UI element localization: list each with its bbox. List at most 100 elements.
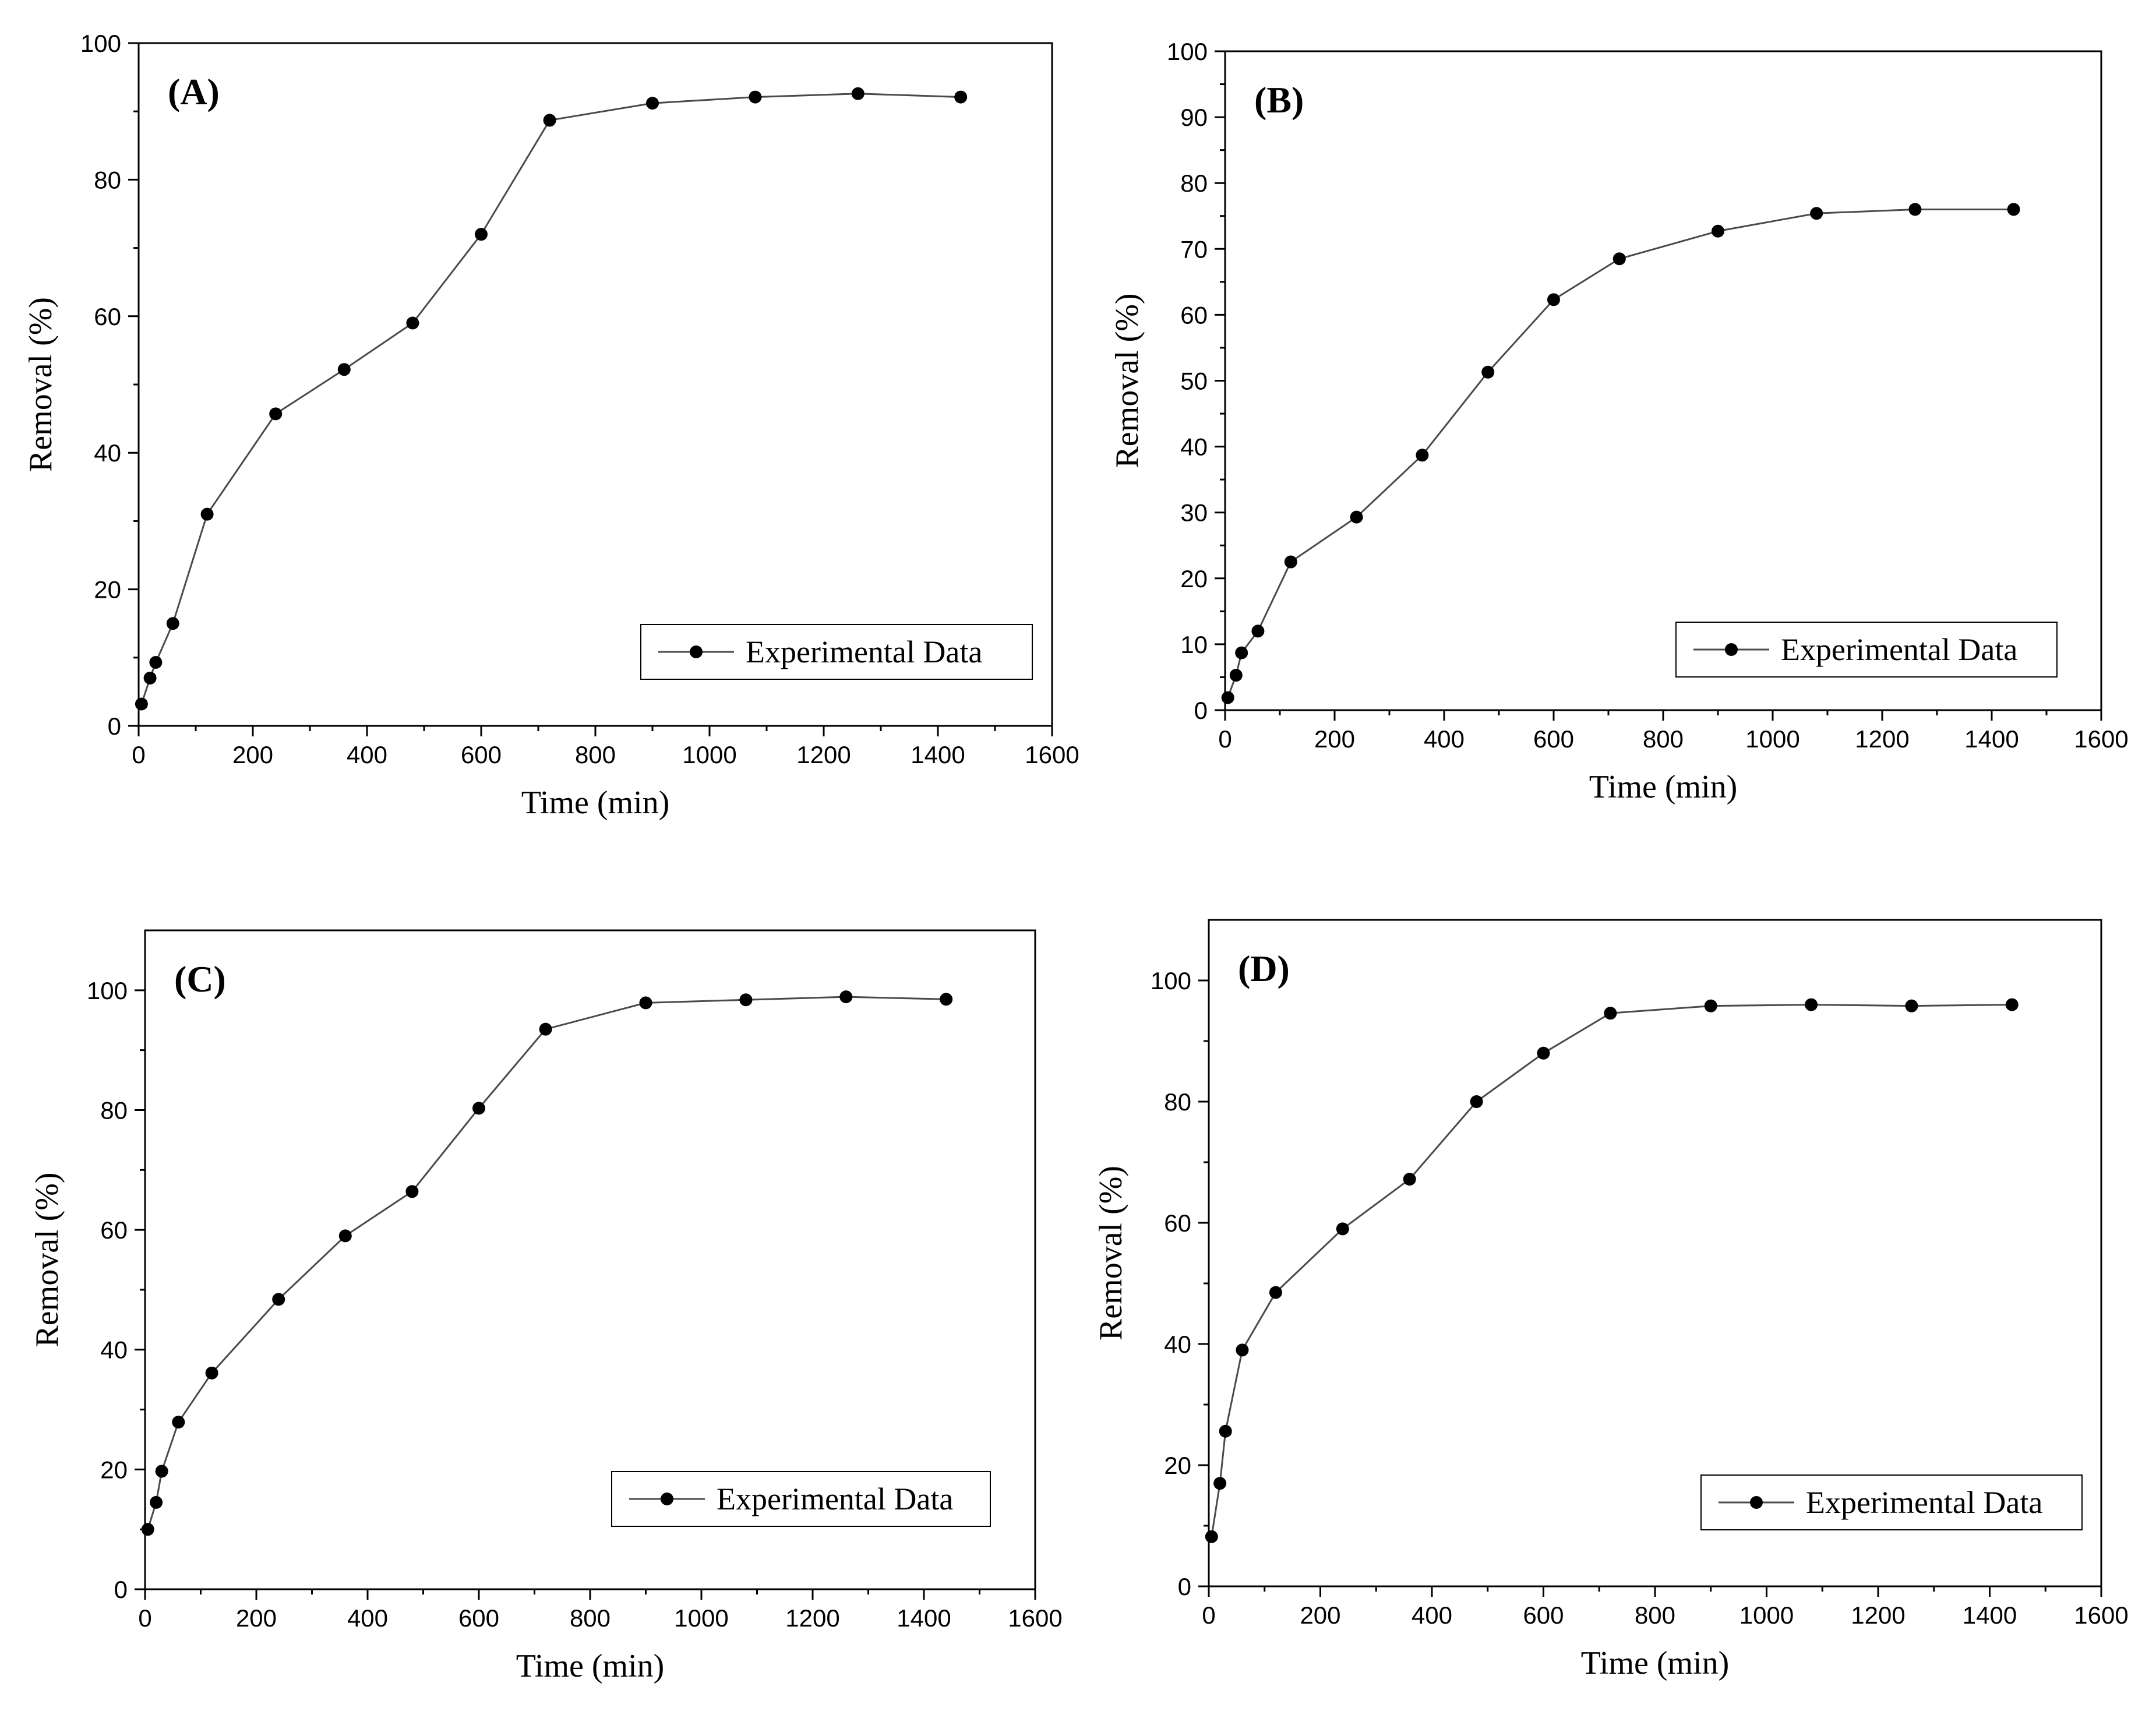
x-tick-label: 400	[347, 741, 387, 768]
x-tick-label: 600	[1523, 1601, 1564, 1629]
data-point	[1221, 691, 1234, 704]
y-tick-label: 100	[1167, 38, 1208, 65]
chart-panel-c: 0 200 400 600 800 1000 1200 1400 1600 0 20 40 60 80 10…	[29, 929, 1063, 1684]
data-point	[749, 90, 762, 104]
y-tick-label: 0	[114, 1576, 128, 1603]
legend-label: Experimental Data	[1781, 632, 2017, 667]
x-tick-label: 1200	[1855, 725, 1909, 753]
legend-marker-swatch	[1725, 643, 1738, 656]
data-point	[1205, 1530, 1218, 1543]
data-point	[543, 114, 556, 127]
data-point	[940, 993, 953, 1006]
legend-marker-swatch	[690, 645, 703, 658]
legend-label: Experimental Data	[746, 634, 982, 669]
x-tick-label: 0	[132, 741, 145, 768]
x-tick-label: 200	[1300, 1601, 1340, 1629]
legend-label: Experimental Data	[717, 1481, 953, 1516]
data-point	[200, 507, 214, 521]
y-tick-label: 10	[1180, 631, 1208, 658]
data-point	[1470, 1095, 1483, 1108]
data-point	[1704, 999, 1717, 1013]
y-tick-label: 80	[1164, 1088, 1191, 1116]
x-tick-label: 800	[1643, 725, 1684, 753]
data-point	[1481, 365, 1495, 379]
series-line	[1211, 1004, 2012, 1537]
y-axis-title: Removal (%)	[23, 297, 59, 472]
data-point	[472, 1102, 485, 1115]
data-point	[1236, 1343, 1249, 1357]
x-tick-label: 1600	[1025, 741, 1079, 768]
data-point	[272, 1293, 285, 1306]
x-tick-label: 1000	[674, 1604, 728, 1632]
chart-panel-b: 0 200 400 600 800 1000 1200 1400 1600 0 10 20 30 40 50…	[1109, 38, 2129, 805]
x-tick-label: 600	[458, 1604, 499, 1632]
x-tick-label: 1200	[796, 741, 851, 768]
data-point	[639, 996, 652, 1010]
y-axis-title: Removal (%)	[29, 1172, 65, 1347]
data-point	[172, 1416, 185, 1429]
data-point	[1229, 669, 1243, 682]
data-point	[155, 1465, 168, 1478]
y-tick-label: 100	[80, 30, 121, 57]
data-point	[1251, 625, 1265, 638]
plot-frame	[1224, 50, 2102, 711]
x-tick-label: 800	[570, 1604, 611, 1632]
y-tick-label: 100	[1151, 967, 1191, 994]
plot-frame	[137, 42, 1053, 727]
x-tick-label: 0	[138, 1604, 151, 1632]
x-tick-label: 1000	[1745, 725, 1799, 753]
x-tick-label: 1600	[2074, 1601, 2128, 1629]
data-point	[406, 316, 419, 330]
y-tick-label: 80	[100, 1096, 128, 1124]
data-point	[1612, 252, 1626, 266]
x-axis-title: Time (min)	[521, 785, 670, 821]
x-tick-label: 200	[1314, 725, 1355, 753]
y-tick-label: 80	[1180, 170, 1208, 197]
x-tick-label: 1400	[897, 1604, 951, 1632]
y-tick-label: 60	[1164, 1209, 1191, 1237]
x-tick-label: 1400	[1963, 1601, 2017, 1629]
y-tick-label: 20	[100, 1456, 128, 1483]
y-tick-label: 30	[1180, 499, 1208, 527]
data-point	[1269, 1286, 1282, 1299]
legend-label: Experimental Data	[1806, 1485, 2042, 1520]
data-point	[839, 990, 853, 1004]
y-tick-label: 40	[1180, 433, 1208, 461]
data-point	[1908, 203, 1922, 216]
x-tick-label: 1400	[911, 741, 965, 768]
data-point	[269, 407, 283, 421]
data-point	[1213, 1477, 1227, 1490]
data-point	[166, 617, 179, 630]
x-tick-label: 200	[232, 741, 273, 768]
series-line	[140, 93, 961, 704]
x-tick-label: 1600	[2074, 725, 2128, 753]
legend-marker-swatch	[1750, 1496, 1763, 1509]
x-tick-label: 1000	[1739, 1601, 1794, 1629]
y-tick-label: 40	[94, 439, 121, 467]
data-point	[475, 228, 488, 241]
data-point	[851, 87, 864, 100]
x-tick-label: 400	[1412, 1601, 1452, 1629]
y-tick-label: 0	[1178, 1573, 1191, 1600]
data-point	[205, 1366, 218, 1380]
data-point	[1336, 1222, 1349, 1236]
data-point	[135, 697, 148, 711]
x-tick-label: 800	[1635, 1601, 1675, 1629]
x-tick-label: 600	[461, 741, 502, 768]
y-tick-label: 80	[94, 166, 121, 193]
x-tick-label: 600	[1533, 725, 1574, 753]
x-tick-label: 800	[575, 741, 616, 768]
legend-marker-swatch	[661, 1493, 673, 1505]
chart-panel-d: 0 200 400 600 800 1000 1200 1400 1600 0 20 40 60 80 10…	[1093, 919, 2129, 1681]
x-axis-title: Time (min)	[516, 1648, 665, 1684]
y-axis-title: Removal (%)	[1093, 1166, 1129, 1340]
y-tick-label: 100	[87, 977, 128, 1004]
data-point	[150, 1495, 163, 1509]
data-point	[739, 993, 753, 1007]
data-point	[1604, 1007, 1617, 1020]
y-tick-label: 90	[1180, 104, 1208, 131]
y-tick-label: 20	[1164, 1452, 1191, 1479]
x-tick-label: 1000	[682, 741, 736, 768]
x-tick-label: 1200	[785, 1604, 839, 1632]
